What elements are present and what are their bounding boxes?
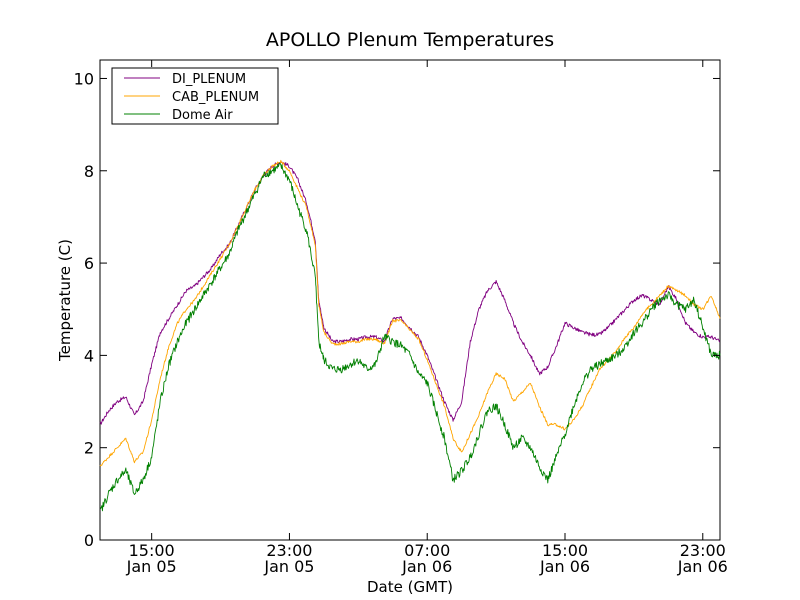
legend: DI_PLENUM CAB_PLENUM Dome Air — [111, 67, 279, 125]
y-tick-label: 10 — [74, 69, 94, 88]
x-tick-time-label: 07:00 — [404, 541, 450, 560]
x-tick-time-label: 15:00 — [542, 541, 588, 560]
x-tick-date-label: Jan 05 — [263, 557, 314, 576]
x-tick-date-label: Jan 06 — [539, 557, 590, 576]
series-line-cab-plenum — [99, 159, 721, 467]
legend-label-di-plenum: DI_PLENUM — [172, 72, 246, 87]
legend-label-dome-air: Dome Air — [172, 108, 233, 123]
y-tick-label: 8 — [84, 162, 94, 181]
chart-title: APOLLO Plenum Temperatures — [266, 29, 554, 51]
x-tick-date-label: Jan 05 — [126, 557, 177, 576]
x-tick-date-label: Jan 06 — [677, 557, 728, 576]
series-layer — [99, 159, 721, 512]
legend-label-cab-plenum: CAB_PLENUM — [172, 90, 259, 105]
series-line-di-plenum — [99, 161, 721, 425]
y-tick-label: 6 — [84, 254, 94, 273]
y-tick-label: 0 — [84, 531, 94, 550]
x-tick-time-label: 23:00 — [266, 541, 312, 560]
x-tick-time-label: 23:00 — [680, 541, 726, 560]
x-tick-date-label: Jan 06 — [401, 557, 452, 576]
series-line-dome-air — [99, 162, 721, 512]
y-axis-ticks: 0 2 4 6 8 10 — [74, 69, 720, 550]
x-tick-time-label: 15:00 — [129, 541, 175, 560]
plot-frame — [99, 59, 721, 541]
y-axis-label: Temperature (C) — [56, 239, 74, 362]
x-axis-label: Date (GMT) — [367, 578, 453, 596]
y-tick-label: 4 — [84, 346, 94, 365]
y-tick-label: 2 — [84, 439, 94, 458]
